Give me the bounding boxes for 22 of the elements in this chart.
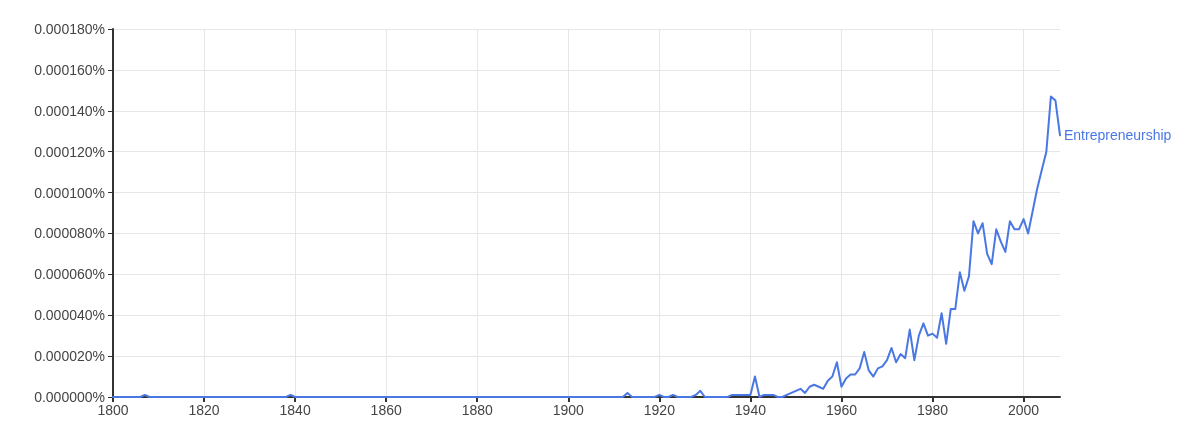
y-tick-label: 0.000180% [34,21,105,37]
y-tick-label: 0.000160% [34,61,105,78]
x-tick-label: 1860 [370,402,402,418]
x-tick-label: 1900 [552,402,585,418]
x-tick-label: 1980 [916,402,949,418]
y-tick-label: 0.000100% [34,184,105,201]
x-tick-label: 1920 [643,402,676,418]
y-tick-label: 0.000020% [34,348,105,365]
x-tick-label: 1820 [188,402,220,418]
x-tick-label: 2000 [1008,402,1040,418]
x-tick-label: 1940 [734,402,767,418]
y-tick-label: 0.000060% [34,266,105,283]
y-tick-label: 0.000040% [34,307,105,324]
x-tick-label: 1840 [279,402,311,418]
x-tick-label: 1800 [97,402,129,418]
x-tick-label: 1960 [825,402,858,418]
y-tick-label: 0.000140% [34,102,105,119]
x-tick-label: 1880 [461,402,494,418]
y-tick-label: 0.000120% [34,143,105,160]
y-tick-label: 0.000080% [34,225,105,242]
y-tick-label: 0.000000% [34,389,105,405]
series-label: Entrepreneurship [1064,127,1172,144]
